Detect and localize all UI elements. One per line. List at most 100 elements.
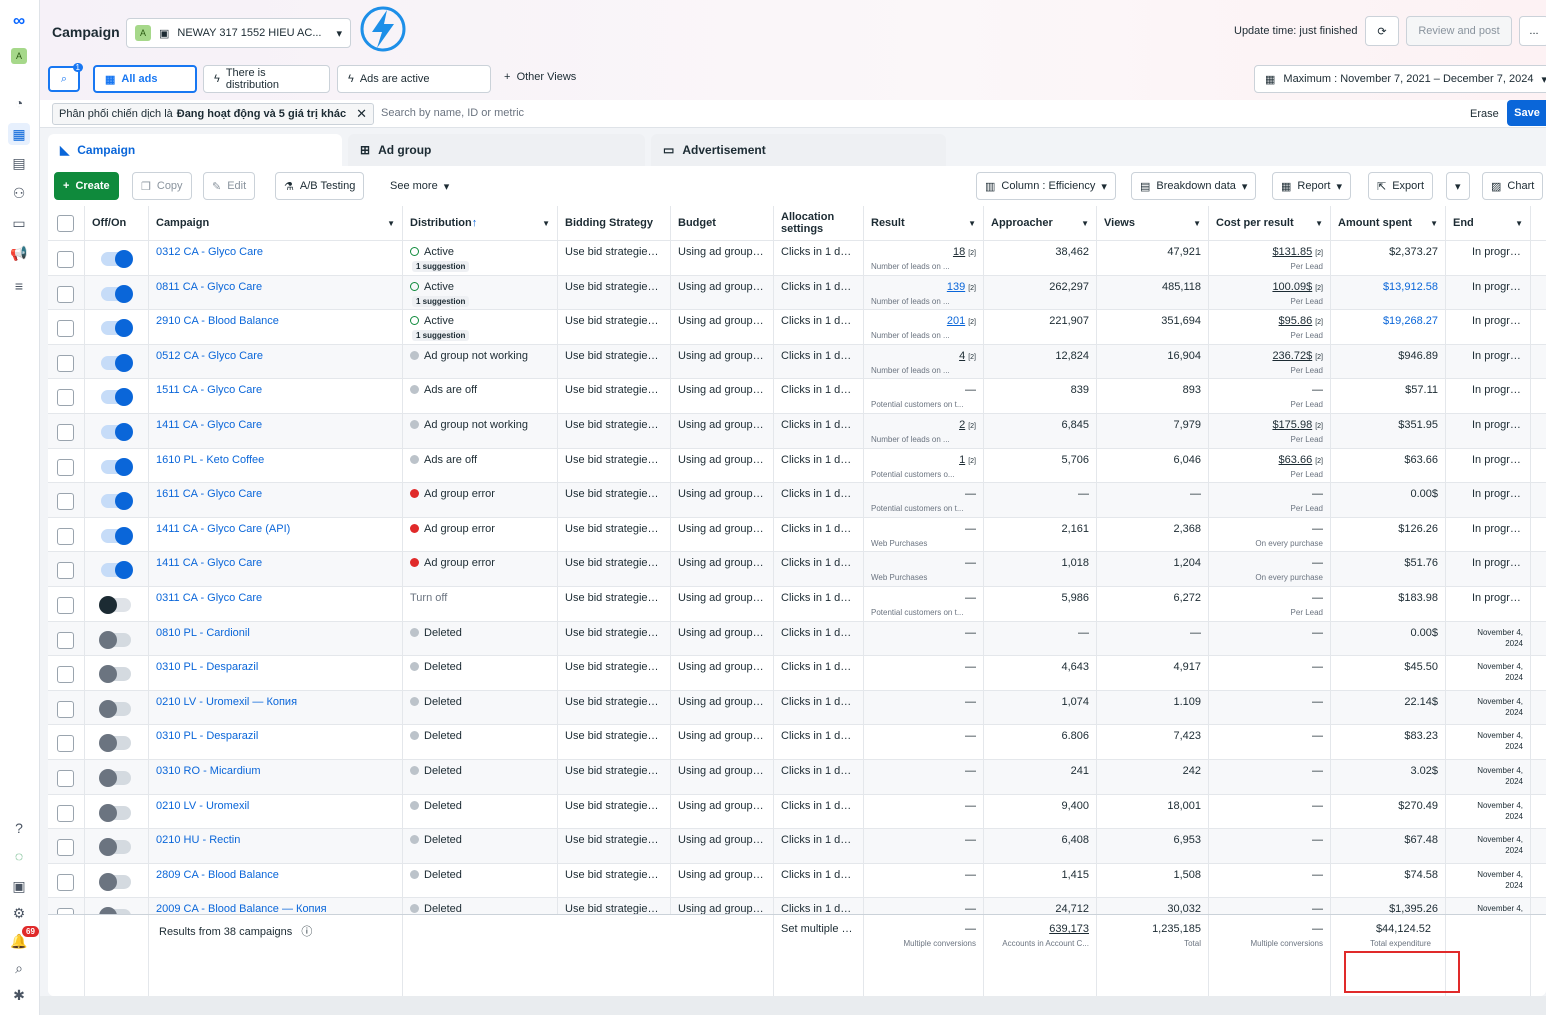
more-menu-button[interactable]: ▾ (1446, 172, 1470, 200)
table-row[interactable]: 0810 PL - Cardionil Deleted Use bid strate… (48, 621, 1546, 657)
campaign-toggle[interactable] (101, 319, 133, 338)
table-row[interactable]: 0310 PL - Desparazil Deleted Use bid strat… (48, 725, 1546, 760)
campaign-name-link[interactable]: 0312 CA - Glyco Care (156, 246, 263, 258)
result-value[interactable]: 201 (946, 315, 966, 328)
row-checkbox[interactable] (57, 631, 74, 649)
create-button[interactable]: + Create (54, 172, 119, 200)
header-allocation[interactable]: Allocation settings (774, 206, 864, 240)
table-row[interactable]: 1511 CA - Glyco Care Ads are off Use bid s… (48, 379, 1546, 414)
campaign-toggle[interactable] (101, 561, 133, 580)
table-row[interactable]: 0312 CA - Glyco Care Active 1 suggestion Us… (48, 241, 1546, 276)
edit-button[interactable]: ✎ Edit (203, 172, 256, 200)
table-row[interactable]: 0310 PL - Desparazil Deleted Use bid strat… (48, 656, 1546, 691)
suggestion-badge[interactable]: 1 suggestion (412, 330, 470, 342)
table-row[interactable]: 0210 LV - Uromexil Deleted Use bid strateg… (48, 794, 1546, 830)
erase-button[interactable]: Erase (1470, 108, 1499, 120)
refresh-button[interactable]: ⟳ (1365, 16, 1399, 46)
table-row[interactable]: 1611 CA - Glyco Care Ad group error Use bi… (48, 483, 1546, 518)
table-row[interactable]: 1610 PL - Keto Coffee Ads are off Use bid … (48, 448, 1546, 484)
row-checkbox[interactable] (57, 735, 74, 753)
filter-chip[interactable]: Phân phối chiến dịch là Đang hoạt động v… (52, 103, 374, 125)
menu-icon[interactable]: ≡ (14, 278, 24, 294)
table-row[interactable]: 2809 CA - Blood Balance Deleted Use bid st… (48, 863, 1546, 899)
tab-advertisement[interactable]: ▭ Advertisement (651, 134, 946, 166)
campaign-toggle[interactable] (99, 838, 131, 857)
campaign-toggle[interactable] (99, 734, 131, 753)
close-icon[interactable]: ✕ (356, 106, 367, 121)
table-row[interactable]: 0512 CA - Glyco Care Ad group not working… (48, 344, 1546, 380)
row-checkbox[interactable] (57, 873, 74, 891)
view-tab-all-ads[interactable]: ▦ All ads (93, 65, 197, 93)
header-views[interactable]: Views ▼ (1097, 206, 1209, 240)
megaphone-icon[interactable]: 📢 (10, 244, 28, 261)
header-end[interactable]: End ▼ (1446, 206, 1531, 240)
header-budget[interactable]: Budget (671, 206, 774, 240)
help-icon[interactable]: ? (15, 820, 23, 836)
row-checkbox[interactable] (57, 424, 74, 441)
row-checkbox[interactable] (57, 527, 74, 545)
campaign-toggle[interactable] (101, 250, 133, 268)
account-avatar[interactable]: A (8, 45, 30, 67)
header-bidding[interactable]: Bidding Strategy (558, 206, 671, 240)
table-row[interactable]: 0311 CA - Glyco Care Turn off Use bid stra… (48, 587, 1546, 622)
campaign-name-link[interactable]: 0811 CA - Glyco Care (156, 280, 263, 293)
row-checkbox[interactable] (57, 666, 74, 684)
bug-report-icon[interactable]: ✱ (13, 986, 25, 1003)
row-checkbox[interactable] (57, 320, 74, 338)
row-checkbox[interactable] (57, 493, 74, 511)
export-button[interactable]: ⇱ Export (1368, 172, 1434, 200)
tab-campaign[interactable]: ◣ Campaign (48, 134, 342, 166)
whatsapp-icon[interactable]: ◌ (14, 848, 24, 864)
campaign-name-link[interactable]: 0310 RO - Micardium (156, 765, 261, 777)
campaign-toggle[interactable] (101, 423, 133, 441)
campaign-toggle[interactable] (101, 492, 133, 511)
campaign-toggle[interactable] (99, 665, 131, 684)
billing-icon[interactable]: ▭ (12, 214, 26, 231)
campaign-name-link[interactable]: 1610 PL - Keto Coffee (156, 453, 265, 466)
reports-icon[interactable]: ▣ (12, 877, 26, 894)
campaign-toggle[interactable] (99, 630, 131, 649)
review-and-post-button[interactable]: Review and post (1406, 16, 1512, 46)
campaign-name-link[interactable]: 0210 LV - Uromexil — Копия (156, 695, 298, 708)
search-icon[interactable]: ⌕ (15, 959, 23, 976)
campaign-name-link[interactable]: 1411 CA - Glyco Care (156, 557, 263, 570)
row-checkbox[interactable] (57, 597, 74, 614)
ads-manager-grid-icon[interactable]: ▦ (8, 123, 30, 145)
campaign-name-link[interactable]: 1511 CA - Glyco Care (156, 384, 263, 397)
table-row[interactable]: 1411 CA - Glyco Care (API) Ad group error… (48, 517, 1546, 553)
campaign-name-link[interactable]: 0512 CA - Glyco Care (156, 349, 263, 362)
amount-spent-value[interactable]: $13,912.58 (1382, 280, 1438, 293)
campaign-name-link[interactable]: 0310 PL - Desparazil (156, 661, 259, 674)
search-button[interactable]: ⌕ 1 (48, 63, 83, 92)
view-tab-distribution[interactable]: ϟ There is distribution (203, 65, 330, 93)
campaign-toggle[interactable] (101, 353, 133, 372)
campaign-name-link[interactable]: 0810 PL - Cardionil (156, 626, 250, 639)
campaign-name-link[interactable]: 1611 CA - Glyco Care (156, 488, 263, 501)
campaign-name-link[interactable]: 1411 CA - Glyco Care (156, 419, 263, 431)
header-campaign[interactable]: Campaign ▼ (149, 206, 403, 240)
row-checkbox[interactable] (57, 389, 74, 407)
date-range-picker[interactable]: ▦ Maximum : November 7, 2021 – December … (1254, 65, 1546, 93)
ab-testing-button[interactable]: ⚗ A/B Testing (275, 172, 365, 200)
see-more-button[interactable]: See more ▾ (382, 172, 458, 200)
header-distribution[interactable]: Distribution ↑ ▼ (403, 206, 558, 240)
pages-icon[interactable]: ▤ (12, 154, 26, 171)
row-checkbox[interactable] (57, 251, 74, 268)
campaign-toggle[interactable] (99, 699, 131, 718)
row-checkbox[interactable] (57, 562, 74, 580)
breakdown-button[interactable]: ▤ Breakdown data ▾ (1131, 172, 1257, 200)
row-checkbox[interactable] (57, 700, 74, 718)
campaign-toggle[interactable] (101, 457, 133, 476)
suggestion-badge[interactable]: 1 suggestion (412, 261, 470, 272)
row-checkbox[interactable] (57, 458, 74, 476)
row-checkbox[interactable] (57, 804, 74, 822)
more-options-button[interactable]: ... (1519, 16, 1546, 46)
campaign-name-link[interactable]: 0311 CA - Glyco Care (156, 592, 263, 604)
campaign-name-link[interactable]: 2809 CA - Blood Balance (156, 868, 279, 881)
campaign-toggle[interactable] (99, 596, 131, 614)
campaign-name-link[interactable]: 1411 CA - Glyco Care (API) (156, 522, 291, 535)
table-row[interactable]: 0210 LV - Uromexil — Копия Deleted Use bid… (48, 690, 1546, 726)
table-row[interactable]: 0210 HU - Rectin Deleted Use bid strategie… (48, 829, 1546, 864)
campaign-toggle[interactable] (101, 388, 133, 407)
header-amount-spent[interactable]: Amount spent ▼ (1331, 206, 1446, 240)
